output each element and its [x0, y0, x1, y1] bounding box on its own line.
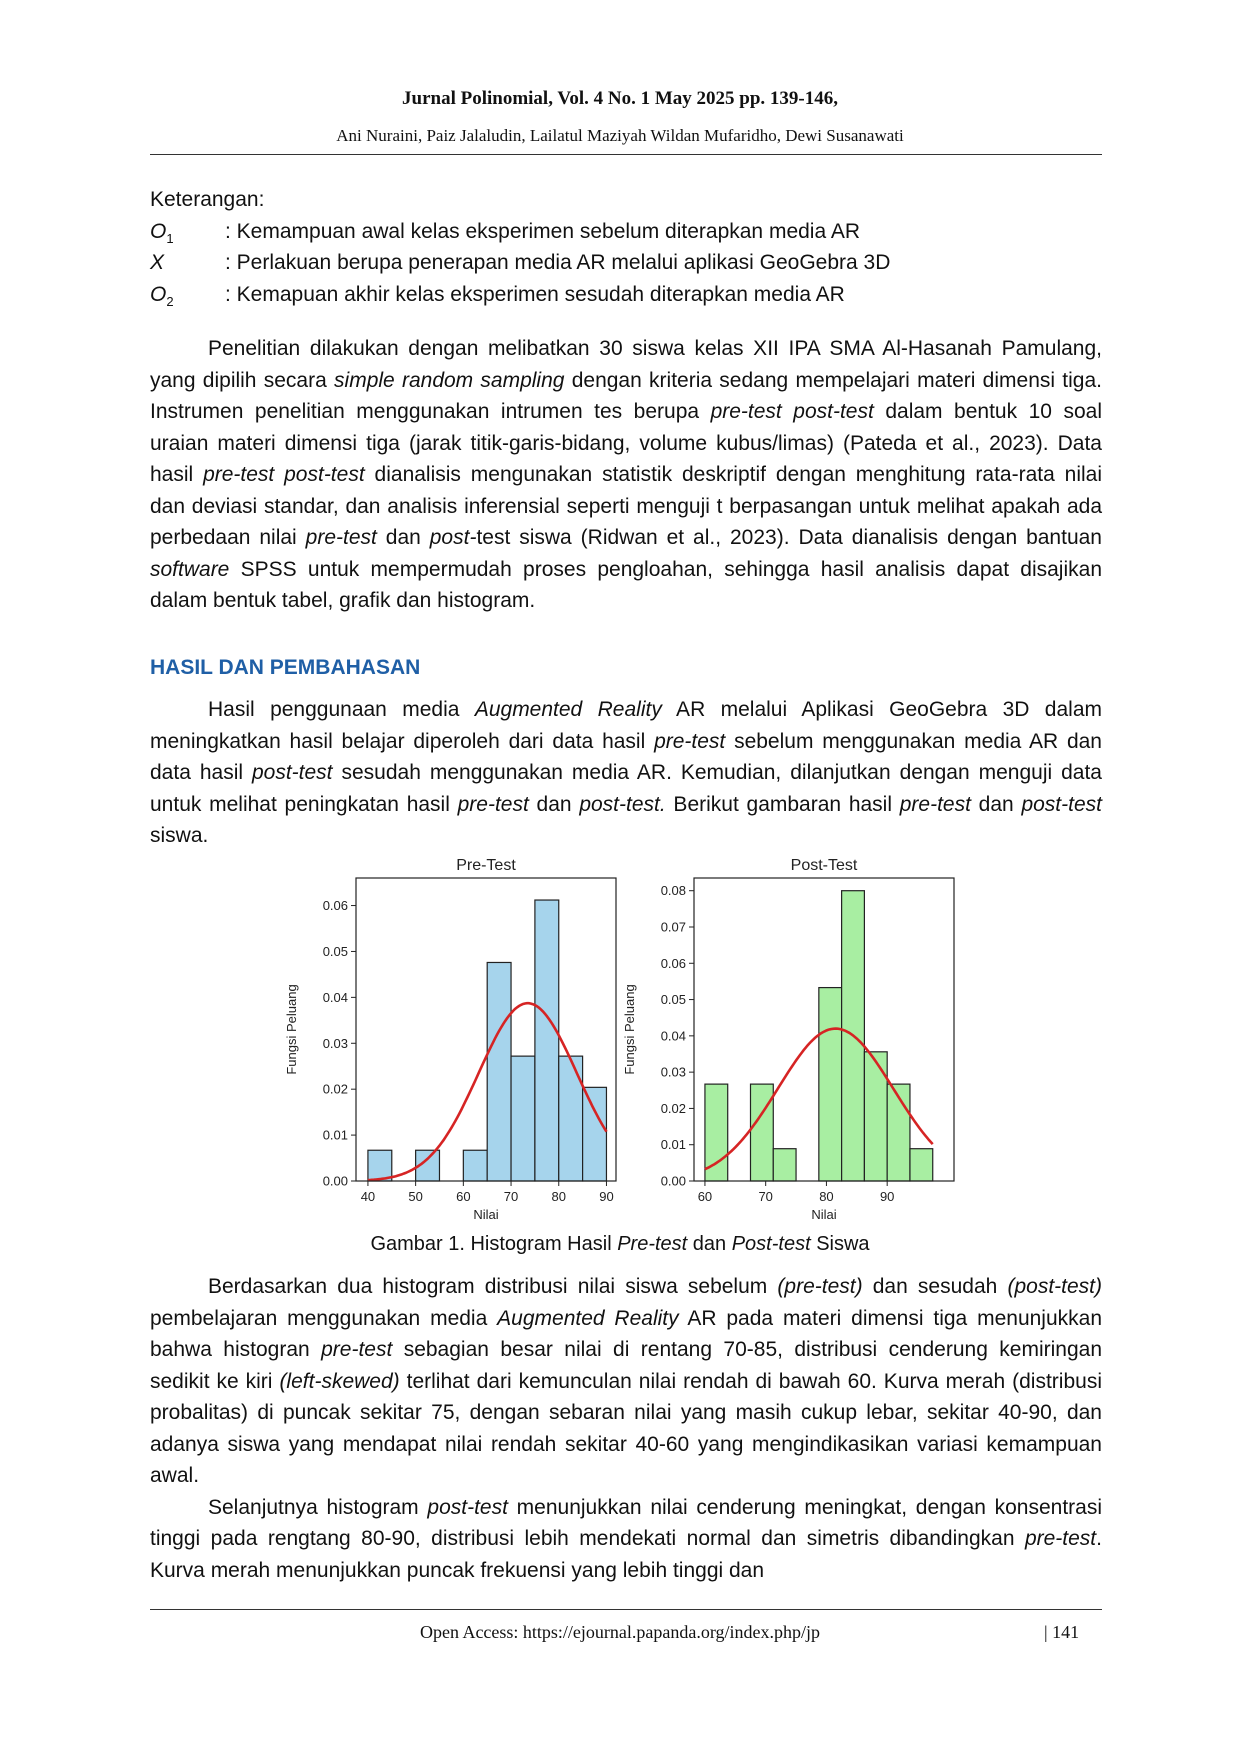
chart-posttest: 60 70 80 90 0.00 0.01 0.02 0.03 0.04 0.05 0.06 0.07…: [622, 857, 955, 1222]
histogram-bar: [909, 1148, 934, 1182]
histogram-bar: [486, 961, 512, 1182]
y-tick-label: 0.07: [661, 919, 686, 934]
y-tick-label: 0.02: [661, 1101, 686, 1116]
discussion-paragraph-posttest: Selanjutnya histogram post-test menunjuk…: [150, 1495, 1102, 1582]
histogram-bar: [462, 1149, 488, 1182]
author-list: Ani Nuraini, Paiz Jalaludin, Lailatul Ma…: [336, 126, 904, 145]
histogram-bar: [367, 1149, 393, 1182]
x-tick-label: 40: [361, 1189, 375, 1204]
y-tick-label: 0.01: [661, 1137, 686, 1152]
legend-description: : Perlakuan berupa penerapan media AR me…: [225, 251, 891, 274]
legend-title: Keterangan:: [150, 188, 265, 211]
open-access-link[interactable]: Open Access: https://ejournal.papanda.or…: [419, 1622, 821, 1642]
histogram-bar: [510, 1055, 536, 1182]
y-tick-label: 0.00: [661, 1174, 686, 1189]
results-intro-paragraph: Hasil penggunaan media Augmented Reality…: [150, 698, 1102, 847]
x-tick-label: 90: [599, 1189, 613, 1204]
histogram-bar: [704, 1083, 729, 1182]
histogram-bar: [886, 1083, 911, 1182]
x-tick-label: 70: [758, 1189, 772, 1204]
plot-frame: [355, 877, 617, 1182]
plot-frame: [693, 877, 955, 1182]
y-tick-label: 0.06: [323, 898, 348, 913]
histogram-bar: [534, 899, 560, 1182]
discussion-paragraphs: Berdasarkan dua histogram distribusi nil…: [150, 1271, 1102, 1586]
legend-item: O1 : Kemampuan awal kelas eksperimen seb…: [150, 216, 1102, 248]
y-tick-label: 0.01: [323, 1128, 348, 1143]
y-tick-label: 0.04: [661, 1028, 686, 1043]
histogram-bar: [749, 1083, 774, 1182]
histogram-bar: [582, 1086, 608, 1182]
y-tick-label: 0.03: [661, 1065, 686, 1080]
chart-title: Post-Test: [791, 857, 858, 874]
y-axis-label: Fungsi Peluang: [284, 984, 299, 1074]
legend-symbol: X: [150, 251, 165, 274]
histogram-bar: [818, 986, 843, 1182]
legend-symbol: O1: [150, 219, 174, 246]
discussion-paragraph-pretest: Berdasarkan dua histogram distribusi nil…: [150, 1275, 1103, 1487]
legend-symbol: O2: [150, 282, 174, 309]
histogram-bar: [558, 1055, 584, 1182]
legend-description: : Kemampuan awal kelas eksperimen sebelu…: [225, 219, 860, 243]
chart-pretest: 40 50 60 70 80 90 0.00 0.01 0.02 0.03 0.04 0.05 0.06…: [284, 857, 617, 1222]
y-tick-label: 0.04: [323, 990, 348, 1005]
y-tick-label: 0.08: [661, 883, 686, 898]
chart-title: Pre-Test: [456, 857, 516, 874]
design-legend: Keterangan: O1 : Kemampuan awal kelas ek…: [150, 184, 1102, 310]
y-tick-label: 0.00: [323, 1174, 348, 1189]
histogram-bar: [841, 890, 865, 1182]
histogram-bar: [772, 1148, 797, 1182]
density-curve: [367, 1001, 608, 1182]
legend-item: O2 : Kemapuan akhir kelas eksperimen ses…: [150, 279, 1102, 311]
y-axis-label: Fungsi Peluang: [622, 984, 637, 1074]
legend-description: : Kemapuan akhir kelas eksperimen sesuda…: [225, 282, 845, 306]
x-tick-label: 80: [819, 1189, 833, 1204]
x-axis-label: Nilai: [473, 1207, 498, 1222]
x-tick-label: 90: [880, 1189, 894, 1204]
journal-title: Jurnal Polinomial, Vol. 4 No. 1 May 2025…: [402, 88, 838, 109]
histogram-bar: [863, 1051, 888, 1182]
x-axis-label: Nilai: [811, 1207, 836, 1222]
density-curve: [704, 1027, 934, 1171]
footer-rule: [150, 1609, 1102, 1610]
x-tick-label: 80: [552, 1189, 566, 1204]
histogram-bar: [415, 1149, 441, 1182]
y-tick-label: 0.06: [661, 956, 686, 971]
x-tick-label: 60: [698, 1189, 712, 1204]
x-tick-label: 50: [408, 1189, 422, 1204]
figure-caption: Gambar 1. Histogram Hasil Pre-test dan P…: [370, 1233, 870, 1255]
page-number: | 141: [1044, 1622, 1080, 1642]
section-heading: HASIL DAN PEMBAHASAN: [150, 656, 421, 679]
y-tick-label: 0.03: [323, 1036, 348, 1051]
legend-item: X : Perlakuan berupa penerapan media AR …: [150, 247, 1102, 279]
methods-paragraph: Penelitian dilakukan dengan melibatkan 3…: [150, 337, 1103, 612]
y-tick-label: 0.02: [323, 1082, 348, 1097]
x-tick-label: 60: [456, 1189, 470, 1204]
header-rule: [150, 154, 1102, 155]
y-tick-label: 0.05: [661, 992, 686, 1007]
x-tick-label: 70: [504, 1189, 518, 1204]
y-tick-label: 0.05: [323, 944, 348, 959]
